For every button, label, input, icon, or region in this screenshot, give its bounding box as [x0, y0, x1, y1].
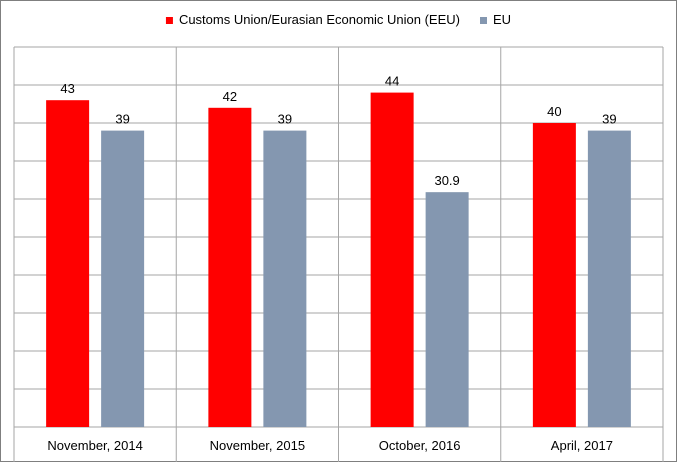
data-label-eeu-april-2017: 40: [547, 104, 561, 119]
bar-eeu-april-2017: [532, 123, 576, 427]
data-label-eu-november-2015: 39: [278, 112, 292, 127]
category-label-november-2014: November, 2014: [47, 438, 142, 453]
data-label-eeu-november-2015: 42: [223, 89, 237, 104]
data-label-eu-april-2017: 39: [602, 112, 616, 127]
data-label-eeu-october-2016: 44: [385, 74, 399, 89]
bar-eu-november-2015: [263, 130, 307, 427]
data-label-eeu-november-2014: 43: [60, 81, 74, 96]
category-label-october-2016: October, 2016: [379, 438, 461, 453]
category-label-november-2015: November, 2015: [210, 438, 305, 453]
bar-eu-november-2014: [101, 130, 145, 427]
data-label-eu-november-2014: 39: [115, 112, 129, 127]
bar-eeu-november-2015: [208, 107, 252, 428]
legend-swatch-eeu: [165, 17, 173, 24]
legend: Customs Union/Eurasian Economic Union (E…: [165, 12, 511, 27]
bars: [46, 92, 631, 428]
category-label-april-2017: April, 2017: [551, 438, 613, 453]
data-labels: 43 39 42 39 44 30.9 40 39: [60, 74, 616, 189]
bar-eu-april-2017: [587, 130, 631, 427]
legend-label-eeu: Customs Union/Eurasian Economic Union (E…: [179, 12, 460, 27]
legend-swatch-eu: [480, 17, 487, 24]
legend-label-eu: EU: [493, 12, 511, 27]
category-labels: November, 2014 November, 2015 October, 201…: [47, 438, 613, 453]
data-label-eu-october-2016: 30.9: [434, 173, 459, 188]
bar-eeu-november-2014: [46, 100, 90, 427]
bar-eeu-october-2016: [370, 92, 414, 427]
bar-eu-october-2016: [425, 192, 469, 427]
